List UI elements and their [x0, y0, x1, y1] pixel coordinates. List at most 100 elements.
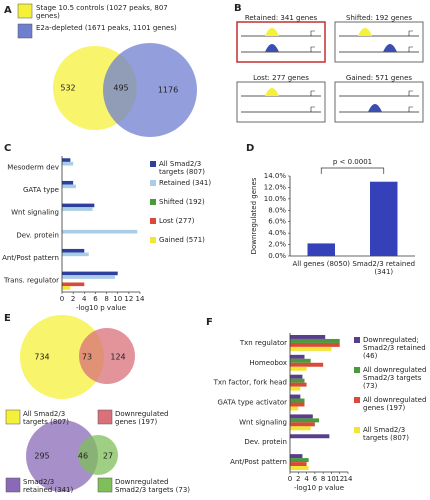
y-tick-label: 10.0%: [264, 195, 287, 203]
venn-set: [20, 315, 104, 399]
venn-set: [78, 435, 118, 475]
bar: [290, 386, 301, 391]
legend-swatch: [150, 199, 156, 205]
bar: [62, 229, 138, 234]
legend-swatch: [150, 161, 156, 167]
axis-label: -log10 p value: [294, 484, 344, 492]
tss-arrow: [408, 46, 413, 52]
bar: [290, 342, 340, 347]
venn-count: 73: [82, 353, 92, 362]
x-tick-label: 0: [288, 475, 292, 483]
box-title: Lost: 277 genes: [253, 74, 309, 82]
category-label: Mesoderm dev: [7, 163, 59, 171]
venn-count: 734: [34, 353, 49, 362]
category-label: Dev. protein: [16, 231, 59, 239]
peak: [383, 44, 397, 52]
box-title: Gained: 571 genes: [346, 74, 413, 82]
venn-count: 46: [78, 452, 88, 461]
bar: [62, 180, 74, 185]
bar: [290, 398, 305, 403]
bar: [290, 406, 299, 411]
legend-label: Retained (341): [159, 179, 212, 187]
legend-label: Stage 10.5 controls (1027 peaks, 807 gen…: [36, 4, 168, 20]
bar: [62, 271, 118, 276]
bar: [290, 338, 340, 343]
venn-set: [79, 328, 135, 384]
legend-swatch: [5, 409, 21, 425]
category-label: Ant/Post pattern: [230, 458, 287, 466]
axis-label: Downregulated genes: [250, 177, 258, 254]
tss-arrow: [408, 30, 413, 36]
bar: [290, 394, 301, 399]
peak: [265, 44, 279, 52]
peak: [265, 88, 279, 96]
legend-label: All Smad2/3 targets (807): [159, 160, 205, 176]
y-tick-label: 6.0%: [268, 218, 286, 226]
x-tick-label: 0: [60, 295, 64, 303]
category-label: Homeobox: [249, 359, 287, 367]
bar: [290, 454, 303, 459]
legend-label: Downregulated genes (197): [115, 410, 169, 426]
bar: [290, 378, 305, 383]
annotation: p < 0.0001: [333, 158, 372, 166]
bar: [290, 418, 319, 423]
bar: [290, 346, 332, 351]
y-tick-label: 12.0%: [264, 183, 287, 191]
legend-label: Shifted (192): [159, 198, 205, 206]
x-tick-label: 8: [104, 295, 108, 303]
x-tick-label: 4: [304, 475, 309, 483]
x-tick-label: All genes (8050): [292, 260, 351, 268]
tss-arrow: [408, 106, 413, 112]
category-label: Dev. protein: [244, 438, 287, 446]
panel-label: F: [206, 317, 213, 328]
venn-count: 27: [103, 452, 113, 461]
legend-swatch: [150, 237, 156, 243]
box: [236, 81, 326, 123]
category-label: Trans. regulator: [3, 277, 59, 285]
bar: [290, 422, 315, 427]
bar: [370, 181, 398, 256]
panel-label: E: [4, 313, 11, 324]
category-label: Wnt signaling: [11, 209, 59, 217]
legend-swatch: [5, 477, 21, 493]
legend-swatch: [354, 427, 360, 433]
x-tick-label: 2: [296, 475, 300, 483]
y-tick-label: 8.0%: [268, 206, 286, 214]
box-title: Shifted: 192 genes: [346, 14, 412, 22]
bar: [290, 458, 309, 463]
legend-label: Smad2/3 retained (341): [23, 478, 74, 494]
venn-count: 295: [34, 452, 49, 461]
panel-label: B: [234, 3, 242, 14]
bar: [290, 354, 305, 359]
venn-set: [103, 43, 197, 137]
x-tick-label: 6: [313, 475, 318, 483]
tss-arrow: [310, 106, 315, 112]
bar: [290, 362, 324, 367]
bar: [62, 252, 89, 257]
x-tick-label: 10: [327, 475, 336, 483]
significance-bracket: [320, 167, 385, 174]
category-label: Txn factor, fork head: [213, 379, 287, 387]
venn-count: 1176: [158, 86, 178, 95]
box: [236, 21, 326, 63]
bar: [290, 466, 309, 471]
legend-swatch: [17, 3, 33, 19]
x-tick-label: 10: [113, 295, 122, 303]
x-tick-label: 2: [71, 295, 75, 303]
bar: [62, 275, 115, 279]
box: [334, 81, 424, 123]
bar: [62, 282, 85, 287]
legend-label: Lost (277): [159, 217, 195, 225]
bar: [290, 358, 311, 363]
bar: [62, 158, 71, 162]
bar: [62, 203, 95, 208]
legend-swatch: [17, 23, 33, 39]
legend-label: Gained (571): [159, 236, 205, 244]
tss-arrow: [310, 46, 315, 52]
axis-label: -log10 p value: [76, 304, 126, 312]
x-tick-label: 12: [335, 475, 344, 483]
x-tick-label: 14: [344, 475, 353, 483]
bar: [290, 462, 307, 467]
